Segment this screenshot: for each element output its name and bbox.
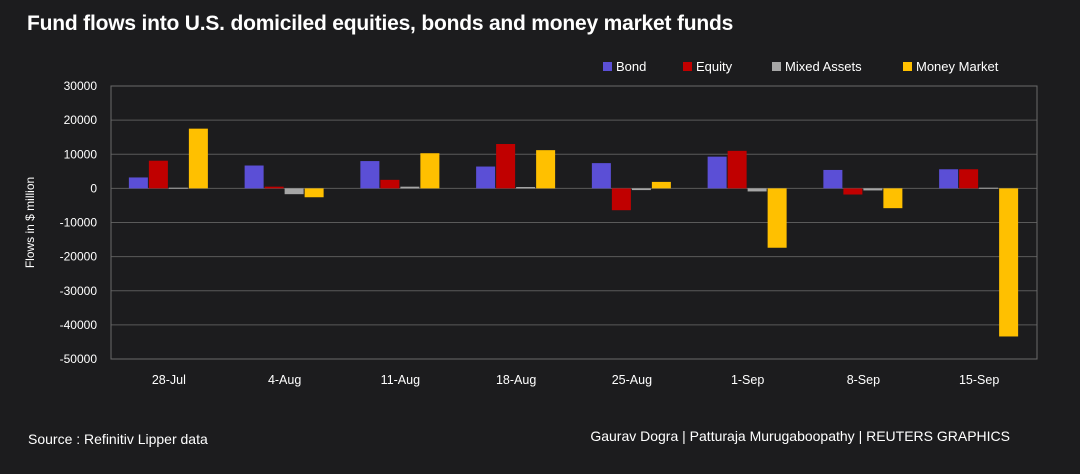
bar-equity [727, 150, 747, 189]
bar-equity [843, 188, 863, 195]
bar-mixed-assets [516, 187, 536, 189]
y-tick-label: 20000 [64, 113, 98, 127]
x-tick-label: 28-Jul [152, 373, 186, 387]
bar-mixed-assets [631, 188, 651, 191]
legend-label: Mixed Assets [785, 59, 862, 74]
x-tick-label: 1-Sep [731, 373, 764, 387]
bar-money-market [883, 188, 903, 209]
bar-money-market [188, 128, 208, 189]
x-tick-label: 25-Aug [612, 373, 652, 387]
legend-swatch [903, 62, 912, 71]
bar-equity [611, 188, 631, 211]
credit-note: Gaurav Dogra | Patturaja Murugaboopathy … [590, 428, 1010, 444]
bar-money-market [999, 188, 1019, 337]
bar-bond [128, 177, 148, 189]
legend-label: Equity [696, 59, 733, 74]
bar-equity [264, 186, 284, 189]
legend-label: Bond [616, 59, 646, 74]
bar-mixed-assets [863, 188, 883, 191]
y-tick-label: -30000 [60, 284, 98, 298]
x-tick-label: 15-Sep [959, 373, 999, 387]
bar-money-market [767, 188, 787, 248]
y-tick-label: -40000 [60, 318, 98, 332]
x-tick-label: 8-Sep [847, 373, 880, 387]
bar-equity [148, 160, 168, 189]
legend-swatch [603, 62, 612, 71]
y-tick-label: -20000 [60, 250, 98, 264]
bar-mixed-assets [747, 188, 767, 192]
bar-bond [360, 161, 380, 189]
bar-mixed-assets [400, 186, 420, 189]
bar-equity [959, 169, 979, 189]
y-axis-label: Flows in $ million [23, 177, 37, 268]
bar-money-market [536, 150, 556, 189]
bar-equity [380, 179, 400, 189]
x-tick-label: 18-Aug [496, 373, 536, 387]
y-tick-label: 10000 [64, 147, 98, 161]
bar-bond [476, 166, 496, 189]
bar-money-market [651, 181, 671, 189]
legend-swatch [683, 62, 692, 71]
bar-bond [707, 156, 727, 189]
bar-mixed-assets [284, 188, 304, 195]
bar-mixed-assets [979, 187, 999, 189]
bar-money-market [420, 153, 440, 189]
y-tick-label: -50000 [60, 352, 98, 366]
bar-bond [939, 169, 959, 189]
bar-mixed-assets [168, 187, 188, 189]
x-tick-label: 4-Aug [268, 373, 301, 387]
y-tick-label: 0 [90, 181, 97, 195]
bar-equity [496, 144, 516, 189]
legend-label: Money Market [916, 59, 999, 74]
y-tick-label: -10000 [60, 216, 98, 230]
bar-bond [244, 165, 264, 189]
legend-swatch [772, 62, 781, 71]
chart-title: Fund flows into U.S. domiciled equities,… [27, 12, 734, 35]
x-tick-label: 11-Aug [381, 373, 420, 387]
plot-border [110, 85, 1038, 360]
bar-bond [823, 169, 843, 189]
bar-money-market [304, 188, 324, 198]
bar-bond [591, 163, 611, 189]
y-tick-label: 30000 [64, 79, 98, 93]
source-note: Source : Refinitiv Lipper data [28, 431, 208, 447]
